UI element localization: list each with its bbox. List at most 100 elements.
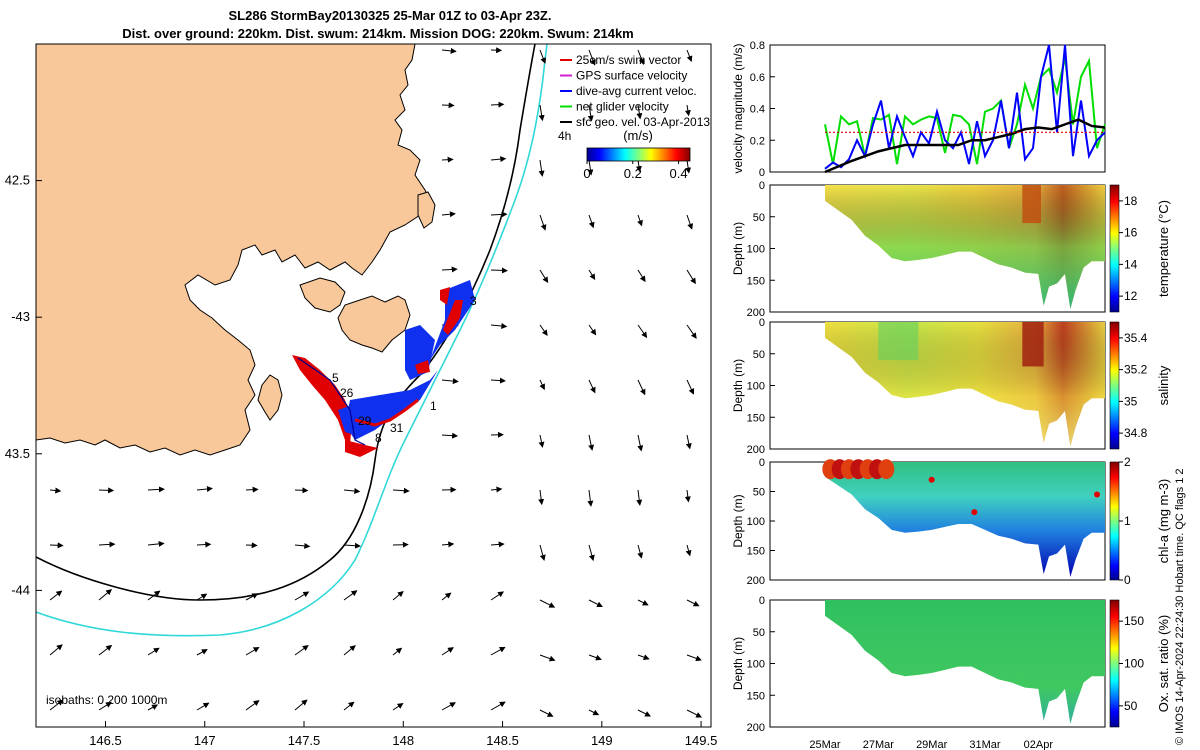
section-ytick-label: 0 <box>759 317 765 329</box>
velocity-arrow <box>294 645 309 656</box>
velocity-arrow <box>588 599 603 607</box>
velocity-arrow <box>588 49 596 66</box>
section-ytick-label: 100 <box>747 244 765 256</box>
colorbar-tick-label: 35.2 <box>1124 363 1148 377</box>
colorbar-tick-label: 18 <box>1124 194 1138 208</box>
colorbar-tick-label: 12 <box>1124 289 1138 303</box>
colorbar-tick-label: 100 <box>1124 657 1144 671</box>
map-xtick-label: 147.5 <box>288 733 321 748</box>
temperature-section: 0 50 100 150 200 Depth (m) 12 14 16 18 temperature… <box>731 180 1171 319</box>
velocity-arrow <box>392 591 404 601</box>
section-ytick-label: 0 <box>759 180 765 192</box>
section-ytick-label: 150 <box>747 690 765 702</box>
velocity-arrow <box>587 489 594 507</box>
surface-velocity-arrows <box>49 47 703 718</box>
velocity-arrow <box>294 591 310 601</box>
colorbar-tick-label: 35 <box>1124 394 1138 408</box>
forestier-peninsula <box>299 277 346 313</box>
track-label: 8 <box>375 431 382 445</box>
velocity-arrow <box>637 49 645 66</box>
section-ytick-label: 200 <box>747 722 765 734</box>
velocity-arrow <box>490 156 507 163</box>
velocity-arrow <box>343 645 356 656</box>
velocity-arrow <box>490 486 503 493</box>
velocity-arrow <box>588 434 595 451</box>
velocity-arrow <box>441 702 456 711</box>
map-legend: 25cm/s swim vector GPS surface velocitydi… <box>560 53 710 181</box>
velocity-arrow <box>539 544 546 561</box>
velocity-arrow <box>686 269 696 285</box>
colorbar-tick-label: 1 <box>1124 514 1131 528</box>
velocity-arrow <box>490 701 506 711</box>
velocity-arrow <box>441 156 454 163</box>
colorbar-tick-label: 150 <box>1124 614 1144 628</box>
velocity-arrow <box>98 644 113 656</box>
velocity-arrow <box>587 159 594 176</box>
velocity-arrow <box>245 486 259 493</box>
velocity-arrow <box>637 599 649 606</box>
velocity-arrow <box>635 159 642 173</box>
velocity-arrow <box>441 47 457 54</box>
velocity-arrow <box>684 489 691 503</box>
velocity-ytick-label: 0.8 <box>750 40 765 52</box>
velocity-arrow <box>637 544 644 559</box>
velocity-arrow <box>588 269 596 280</box>
map-xtick-label: 149 <box>591 733 613 748</box>
map-xtick-label: 148.5 <box>486 733 519 748</box>
velocity-arrow <box>245 700 260 711</box>
section-ylabel: Depth (m) <box>731 359 745 412</box>
section-colorbar <box>1109 461 1120 581</box>
velocity-arrow <box>490 211 508 218</box>
map-frame <box>35 43 712 728</box>
velocity-arrow <box>636 104 643 120</box>
velocity-arrow <box>538 159 545 177</box>
velocity-arrow <box>539 709 554 717</box>
map-axis-ticks: 146.5 147 147.5 148 148.5 149 149.5 42.5 -43 43.5… <box>5 173 718 748</box>
velocity-arrow <box>98 589 113 601</box>
velocity-arrow <box>245 646 260 656</box>
chla-section: 0 50 100 150 200 Depth (m) 0 1 2 chl-a (mg m-3) <box>731 455 1171 587</box>
velocity-arrow <box>98 701 112 711</box>
speed-colorbar-tick-label: 0.4 <box>670 166 688 181</box>
velocity-arrow <box>294 542 311 549</box>
velocity-arrow <box>490 646 506 656</box>
colorbar-tick-label: 0 <box>1124 573 1131 587</box>
velocity-arrow <box>343 590 358 601</box>
velocity-ytick-label: 0 <box>759 167 765 179</box>
velocity-arrow <box>686 379 695 395</box>
velocity-arrow <box>98 487 115 494</box>
velocity-panel: 0 0.2 0.4 0.6 0.8 velocity magnitude (m/s) <box>731 40 1106 179</box>
colorbar-label: salinity <box>1156 365 1171 405</box>
map-ytick-label: 43.5 <box>5 446 30 461</box>
section-colorbar <box>1109 184 1120 313</box>
velocity-arrow <box>539 379 545 391</box>
chla-point <box>971 509 978 516</box>
chla-point <box>1094 491 1100 498</box>
warm-patch <box>1022 185 1041 224</box>
velocity-arrow <box>637 434 644 452</box>
section-ytick-label: 50 <box>753 487 765 499</box>
velocity-arrow <box>147 647 160 656</box>
velocity-arrow <box>147 590 161 601</box>
velocity-arrow <box>588 654 602 661</box>
velocity-arrow <box>147 704 159 711</box>
velocity-arrow <box>538 104 545 122</box>
section-ytick-label: 50 <box>753 212 765 224</box>
velocity-arrow <box>441 592 452 601</box>
velocity-arrow <box>588 214 595 229</box>
map-xtick-label: 149.5 <box>685 733 718 748</box>
section-ylabel: Depth (m) <box>731 494 745 547</box>
map-ytick-label: 42.5 <box>5 173 30 188</box>
tasmania-land <box>36 44 431 456</box>
section-field <box>825 462 1105 578</box>
velocity-arrow <box>686 49 693 63</box>
map-xtick-label: 146.5 <box>89 733 122 748</box>
date-tick-label: 31Mar <box>969 739 1001 750</box>
section-field <box>825 600 1105 724</box>
velocity-arrow <box>49 590 63 601</box>
velocity-arrow <box>441 647 454 656</box>
map-ytick-label: -44 <box>11 582 30 597</box>
track-label: 3 <box>470 294 477 308</box>
colorbar-tick-label: 2 <box>1124 455 1131 469</box>
speed-colorbar-tick-label: 0 <box>583 166 590 181</box>
